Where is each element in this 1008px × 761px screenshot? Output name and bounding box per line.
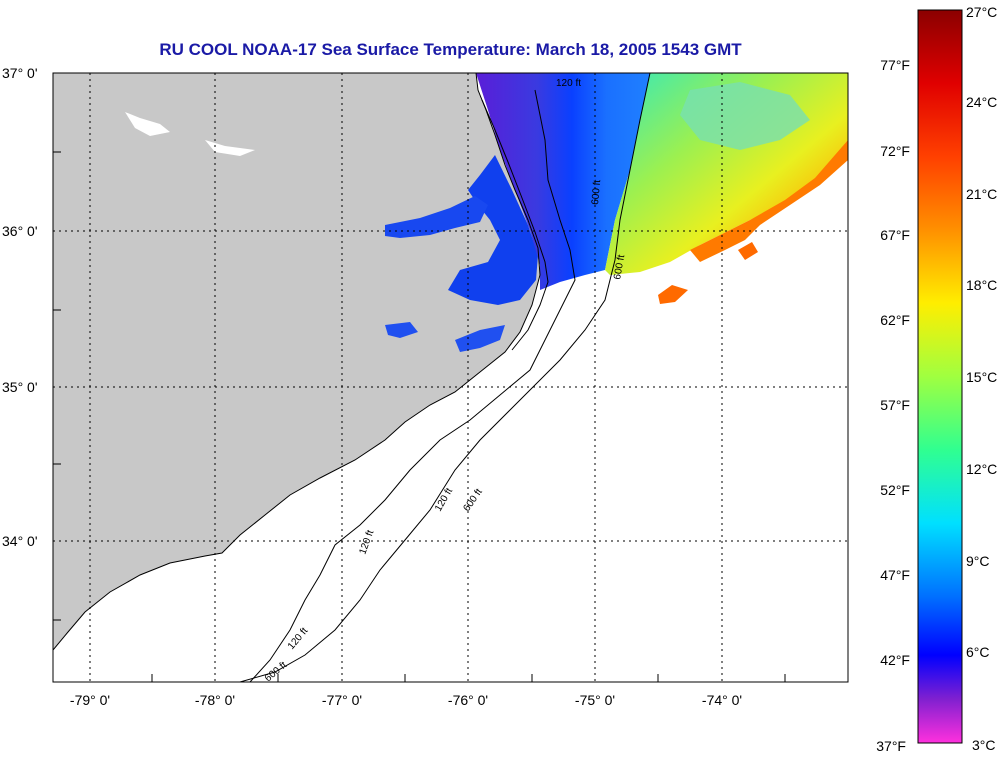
sst-gulf-stream-edge: [690, 140, 848, 262]
lon-label: -78° 0': [195, 692, 235, 708]
sst-gulf-stream-patch-2: [738, 242, 758, 260]
albemarle-sound: [385, 196, 488, 238]
colorbar-celsius-labels: 27°C 24°C 21°C 18°C 15°C 12°C 9°C 6°C 3°…: [966, 4, 997, 753]
colorbar-c-label: 9°C: [966, 553, 990, 569]
contour-600ft: [239, 73, 651, 682]
lat-label: 36° 0': [2, 223, 38, 239]
lon-label: -74° 0': [702, 692, 742, 708]
colorbar: [917, 9, 963, 744]
contour-label: 600 ft: [590, 179, 603, 205]
colorbar-c-label: 24°C: [966, 94, 997, 110]
coastline: [53, 73, 541, 651]
contour-label: 120 ft: [556, 78, 581, 89]
outer-banks: [481, 99, 549, 351]
colorbar-f-label: 57°F: [880, 397, 910, 413]
colorbar-f-label: 77°F: [880, 57, 910, 73]
lon-label: -75° 0': [575, 692, 615, 708]
lat-label: 34° 0': [2, 533, 38, 549]
colorbar-f-label: 42°F: [880, 652, 910, 668]
colorbar-c-label: 27°C: [966, 4, 997, 20]
inland-lake: [125, 112, 170, 136]
colorbar-f-label: 67°F: [880, 227, 910, 243]
colorbar-c-label: 12°C: [966, 461, 997, 477]
map-area: [53, 73, 848, 682]
lon-label: -79° 0': [70, 692, 110, 708]
contour-label: 600 ft: [612, 254, 627, 281]
lon-label: -77° 0': [322, 692, 362, 708]
axis-ticks: [53, 151, 786, 682]
graticule: [53, 73, 848, 682]
latitude-labels: 37° 0' 36° 0' 35° 0' 34° 0': [2, 65, 38, 549]
colorbar-f-label: 62°F: [880, 312, 910, 328]
map-title: RU COOL NOAA-17 Sea Surface Temperature:…: [159, 40, 742, 59]
sst-warm-eddy: [680, 82, 810, 150]
colorbar-c-label: 15°C: [966, 369, 997, 385]
inland-lake-2: [205, 140, 255, 156]
pamlico-sound: [448, 155, 538, 305]
colorbar-f-label: 72°F: [880, 143, 910, 159]
river-inlet: [385, 322, 418, 338]
sst-gulf-stream-patch: [658, 285, 688, 304]
colorbar-c-label: 21°C: [966, 186, 997, 202]
contour-120ft: [249, 89, 576, 682]
sst-cold-water: [476, 73, 650, 290]
colorbar-f-label: 52°F: [880, 482, 910, 498]
colorbar-f-label: 37°F: [876, 738, 906, 754]
longitude-labels: -79° 0' -78° 0' -77° 0' -76° 0' -75° 0' …: [70, 692, 742, 708]
lat-label: 35° 0': [2, 379, 38, 395]
colorbar-fahrenheit-labels: 77°F 72°F 67°F 62°F 57°F 52°F 47°F 42°F …: [876, 57, 910, 754]
colorbar-c-label: 18°C: [966, 277, 997, 293]
land-mainland: [53, 73, 540, 650]
colorbar-c-label: 6°C: [966, 644, 990, 660]
colorbar-c-label: 3°C: [972, 737, 996, 753]
map-border: [52, 72, 849, 683]
lat-label: 37° 0': [2, 65, 38, 81]
lon-label: -76° 0': [448, 692, 488, 708]
colorbar-f-label: 47°F: [880, 567, 910, 583]
neuse-river: [455, 325, 505, 352]
